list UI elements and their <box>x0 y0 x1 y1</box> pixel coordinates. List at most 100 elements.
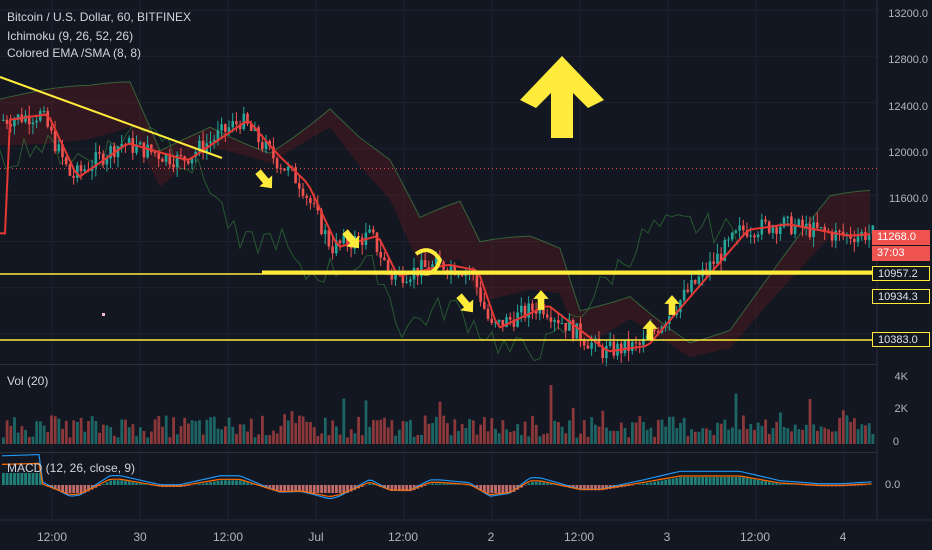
ichimoku-legend[interactable]: Ichimoku (9, 26, 52, 26) <box>7 29 134 43</box>
candle-body <box>582 340 586 346</box>
volume-bar <box>634 422 638 444</box>
volume-bar <box>116 437 120 444</box>
volume-bar <box>745 428 749 444</box>
volume-bar <box>124 419 127 444</box>
volume-bar <box>560 426 564 444</box>
candle-body <box>198 140 201 152</box>
level-tag-10934: 10934.3 <box>872 289 930 304</box>
pane-separator[interactable] <box>0 364 877 365</box>
candle-body <box>527 303 530 318</box>
volume-bar <box>716 422 719 444</box>
macd-histogram-bar <box>693 477 697 485</box>
macd-histogram-bar <box>87 485 90 492</box>
macd-histogram-bar <box>449 484 453 485</box>
macd-histogram-bar <box>590 485 594 491</box>
macd-histogram-bar <box>61 485 64 493</box>
volume-bar <box>468 418 471 444</box>
macd-histogram-bar <box>298 485 301 493</box>
candle-body <box>756 234 760 238</box>
symbol-title[interactable]: Bitcoin / U.S. Dollar, 60, BITFINEX <box>7 10 192 24</box>
candle-body <box>279 167 283 169</box>
volume-bar <box>586 436 590 444</box>
macd-histogram-bar <box>320 485 323 493</box>
macd-histogram-bar <box>220 480 224 485</box>
candle-body <box>161 158 164 162</box>
candle-body <box>856 236 860 243</box>
volume-bar <box>416 435 420 444</box>
macd-histogram-bar <box>346 485 349 493</box>
macd-histogram-bar <box>653 481 656 485</box>
macd-histogram-bar <box>98 485 101 486</box>
volume-bar <box>372 419 375 444</box>
macd-histogram-bar <box>782 484 786 485</box>
candle-body <box>409 279 412 282</box>
macd-histogram-bar <box>649 482 653 485</box>
macd-line <box>1 453 872 500</box>
candle-body <box>242 113 246 130</box>
candle-body <box>216 130 220 140</box>
macd-histogram-bar <box>27 473 31 485</box>
candle-body <box>323 230 327 235</box>
volume-bar <box>298 415 301 444</box>
candle-body <box>520 305 523 313</box>
volume-bar <box>712 435 716 444</box>
volume-bar <box>734 393 738 444</box>
ema-sma-legend[interactable]: Colored EMA /SMA (8, 8) <box>7 46 142 60</box>
macd-histogram-bar <box>730 477 734 485</box>
volume-bar <box>516 424 520 444</box>
annotation-arrow <box>255 169 273 189</box>
macd-histogram-bar <box>575 485 579 490</box>
volume-bar <box>871 434 875 444</box>
volume-bar <box>13 417 16 444</box>
volume-bar <box>697 431 701 444</box>
macd-histogram-bar <box>501 485 505 493</box>
macd-histogram-bar <box>638 484 642 485</box>
volume-bar <box>242 424 246 444</box>
candle-body <box>553 320 556 322</box>
macd-legend[interactable]: MACD (12, 26, close, 9) <box>7 461 136 475</box>
macd-histogram-bar <box>235 480 238 485</box>
macd-histogram-bar <box>660 480 664 485</box>
time-axis-label: 12:00 <box>739 530 771 544</box>
volume-bar <box>527 436 531 444</box>
volume-bar <box>801 429 804 444</box>
volume-bar <box>660 419 664 444</box>
macd-histogram-bar <box>53 485 57 490</box>
macd-histogram-bar <box>301 485 305 493</box>
candle-body <box>138 142 142 145</box>
volume-bar <box>531 415 534 444</box>
volume-bar <box>246 431 249 444</box>
volume-bar <box>479 424 483 444</box>
volume-bar <box>457 430 460 444</box>
volume-bar <box>690 429 693 444</box>
candle-body <box>109 146 112 159</box>
candle-body <box>534 310 538 314</box>
candle-body <box>46 110 49 127</box>
volume-bar <box>483 417 486 444</box>
candle-body <box>283 168 286 171</box>
volume-bar <box>227 417 231 444</box>
volume-bar <box>120 419 124 444</box>
candle-body <box>220 124 223 131</box>
macd-histogram-bar <box>438 483 442 485</box>
volume-bar <box>390 420 394 444</box>
macd-histogram-bar <box>712 477 716 485</box>
volume-bar <box>742 415 745 444</box>
volume-bar <box>542 434 545 444</box>
volume-bar <box>53 416 57 444</box>
macd-histogram-bar <box>79 485 83 493</box>
volume-legend[interactable]: Vol (20) <box>7 374 49 388</box>
candle-body <box>804 224 808 229</box>
pane-separator[interactable] <box>0 452 877 453</box>
macd-histogram-bar <box>856 485 860 486</box>
macd-histogram-bar <box>779 483 782 485</box>
candle-body <box>72 175 75 178</box>
volume-bar <box>793 424 797 444</box>
macd-histogram-bar <box>719 477 723 485</box>
volume-bar <box>90 416 94 444</box>
candle-body <box>76 165 79 178</box>
volume-bar <box>849 422 853 444</box>
volume-bar <box>512 430 516 444</box>
volume-bar <box>423 415 427 444</box>
